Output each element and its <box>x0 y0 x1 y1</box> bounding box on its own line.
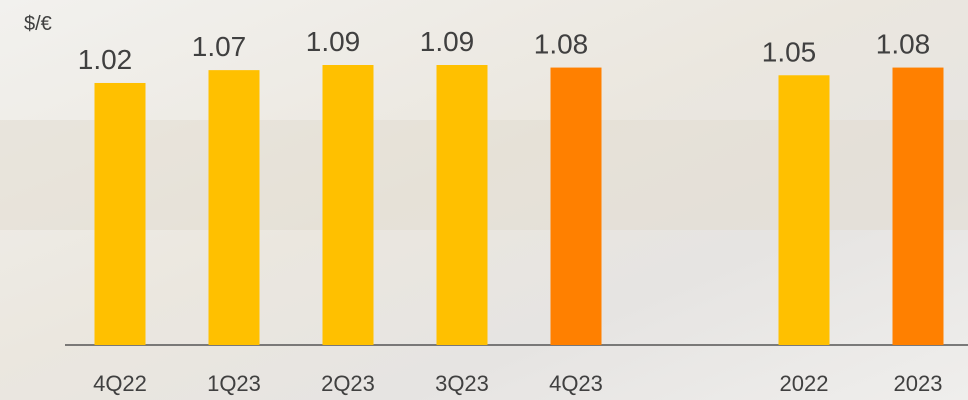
bar <box>94 82 146 345</box>
x-tick-label: 4Q23 <box>549 371 603 396</box>
bar <box>436 65 488 345</box>
x-tick-label: 4Q22 <box>93 371 147 396</box>
x-tick-label: 2022 <box>780 371 829 396</box>
x-tick-label: 2Q23 <box>321 371 375 396</box>
unit-label: $/€ <box>24 13 52 35</box>
bar <box>208 70 260 346</box>
value-label: 1.08 <box>534 29 589 60</box>
bar <box>892 67 944 345</box>
bar <box>322 65 374 345</box>
value-label: 1.08 <box>876 29 931 60</box>
x-tick-label: 1Q23 <box>207 371 261 396</box>
bar <box>778 75 830 345</box>
value-label: 1.09 <box>420 26 475 57</box>
value-label: 1.05 <box>762 36 817 67</box>
value-label: 1.07 <box>192 31 247 62</box>
x-tick-label: 3Q23 <box>435 371 489 396</box>
x-tick-label: 2023 <box>894 371 943 396</box>
value-label: 1.09 <box>306 26 361 57</box>
bar <box>550 67 602 345</box>
value-label: 1.02 <box>78 44 133 75</box>
